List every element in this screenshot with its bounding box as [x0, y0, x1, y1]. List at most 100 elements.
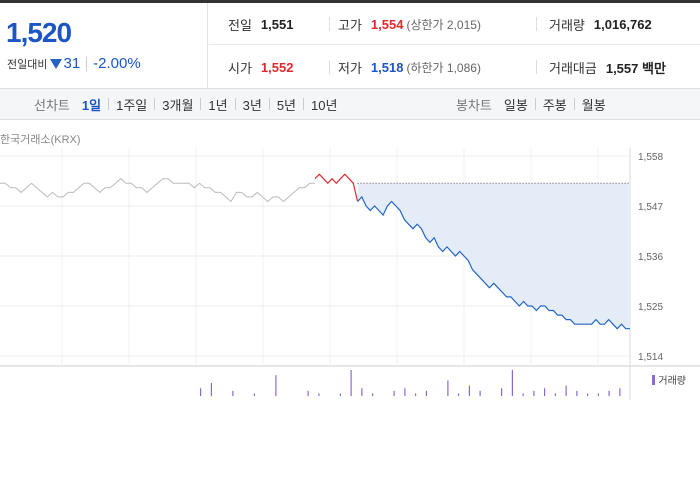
divider: [200, 98, 202, 110]
chart-canvas: 1,558 1,547 1,536 1,525 1,514: [0, 148, 700, 400]
volume-bar: [619, 388, 621, 396]
volume-bar: [200, 388, 202, 396]
stat-value: 1,016,762: [593, 16, 652, 32]
line-chart-tabs: 선차트 1일 1주일 3개월 1년 3년 5년 10년: [34, 89, 337, 119]
current-price: 1,520: [6, 17, 72, 48]
stat-value: 1,552: [260, 59, 294, 75]
volume-bar: [587, 393, 589, 396]
divider: [86, 56, 88, 71]
stat-label: 전일: [228, 17, 252, 33]
divider: [534, 98, 536, 110]
down-triangle-icon: [50, 59, 63, 69]
price-chart[interactable]: 1,558 1,547 1,536 1,525 1,514 한국거래소(KRX) 거래량: [0, 122, 700, 400]
volume-bar: [361, 388, 363, 396]
candle-chart-label: 봉차트: [456, 97, 492, 113]
volume-bar: [597, 393, 599, 396]
change-value: 31: [63, 55, 81, 72]
candle-chart-tabs: 봉차트 일봉 주봉 월봉: [456, 89, 606, 119]
volume-legend-label: 거래량: [658, 376, 686, 387]
stat-value: 1,557 백만: [605, 60, 666, 76]
y-tick-label: 1,536: [638, 252, 663, 263]
stats-row-1: 전일 1,551 고가 1,554 (상한가 2,015) 거래량 1,016,…: [209, 3, 700, 45]
tab-3y[interactable]: 3년: [242, 97, 262, 113]
quote-summary: 1,520 전일대비 31 -2.00% 전일 1,551 고가 1,554 (…: [0, 0, 700, 88]
stat-high: 고가 1,554 (상한가 2,015): [338, 3, 481, 45]
tab-3m[interactable]: 3개월: [162, 97, 194, 113]
volume-bar: [608, 390, 610, 396]
divider: [536, 17, 537, 31]
volume-swatch: [652, 374, 656, 385]
volume-bar: [447, 380, 449, 396]
volume-bar: [318, 393, 320, 396]
y-tick-label: 1,558: [638, 152, 663, 163]
volume-bar: [307, 390, 309, 396]
stat-label: 거래량: [549, 17, 585, 33]
stat-sub: (상한가 2,015): [406, 17, 481, 32]
tab-weekly[interactable]: 주봉: [542, 97, 567, 113]
stat-volume: 거래량 1,016,762: [549, 3, 652, 45]
change-rate: -2.00%: [93, 55, 141, 72]
tab-1w[interactable]: 1주일: [116, 97, 148, 113]
divider: [536, 60, 537, 74]
change-row: 전일대비 31 -2.00%: [7, 55, 141, 72]
change-label: 전일대비: [7, 58, 48, 71]
divider: [154, 98, 156, 110]
volume-bar: [511, 370, 513, 396]
volume-bar: [393, 390, 395, 396]
volume-bar: [544, 388, 546, 396]
volume-bar: [253, 393, 255, 396]
intraday-up-line: [314, 173, 359, 202]
tab-1d[interactable]: 1일: [81, 97, 102, 113]
divider: [329, 60, 330, 74]
volume-bar: [565, 385, 567, 396]
stat-value: 1,518: [370, 59, 404, 75]
y-tick-label: 1,514: [638, 352, 663, 363]
volume-bar: [576, 390, 578, 396]
volume-bar: [339, 393, 341, 396]
volume-bar: [554, 393, 556, 396]
stats-row-2: 시가 1,552 저가 1,518 (하한가 1,086) 거래대금 1,557…: [209, 46, 700, 88]
tab-monthly[interactable]: 월봉: [581, 97, 606, 113]
divider: [329, 17, 330, 31]
stat-label: 고가: [338, 17, 362, 33]
stat-low: 저가 1,518 (하한가 1,086): [338, 46, 481, 88]
price-box: 1,520 전일대비 31 -2.00%: [0, 3, 208, 88]
y-tick-label: 1,525: [638, 302, 663, 313]
divider: [303, 98, 305, 110]
volume-bar: [458, 393, 460, 396]
tab-1y[interactable]: 1년: [208, 97, 228, 113]
stat-prev-close: 전일 1,551: [228, 3, 293, 45]
data-source-label: 한국거래소(KRX): [0, 134, 81, 146]
volume-bar: [372, 393, 374, 396]
stats-panel: 전일 1,551 고가 1,554 (상한가 2,015) 거래량 1,016,…: [209, 3, 700, 88]
volume-bar: [522, 393, 524, 396]
divider: [573, 98, 575, 110]
volume-bar: [479, 390, 481, 396]
volume-bar: [232, 390, 234, 396]
decline-area: [357, 183, 630, 329]
stat-open: 시가 1,552: [228, 46, 293, 88]
volume-bar: [501, 388, 503, 396]
volume-bar: [533, 390, 535, 396]
tab-5y[interactable]: 5년: [276, 97, 297, 113]
line-chart-label: 선차트: [34, 97, 70, 113]
tab-10y[interactable]: 10년: [311, 97, 338, 113]
tab-daily[interactable]: 일봉: [503, 97, 528, 113]
premarket-line: [0, 178, 315, 203]
stat-label: 시가: [228, 60, 252, 76]
volume-bar: [425, 390, 427, 396]
y-tick-label: 1,547: [638, 202, 663, 213]
volume-bar: [468, 385, 470, 396]
chart-period-tabs: 선차트 1일 1주일 3개월 1년 3년 5년 10년 봉차트 일봉 주봉 월봉: [0, 88, 700, 120]
stat-value: 1,554: [370, 16, 404, 32]
volume-bar: [415, 393, 417, 396]
volume-bar: [275, 375, 277, 396]
volume-legend: 거래량: [652, 372, 686, 387]
stat-label: 저가: [338, 60, 362, 76]
stat-value: 1,551: [260, 16, 294, 32]
stat-trade-amount: 거래대금 1,557 백만: [549, 46, 666, 88]
volume-bar: [350, 370, 352, 396]
divider: [234, 98, 236, 110]
volume-bar: [404, 388, 406, 396]
stat-label: 거래대금: [549, 60, 597, 76]
